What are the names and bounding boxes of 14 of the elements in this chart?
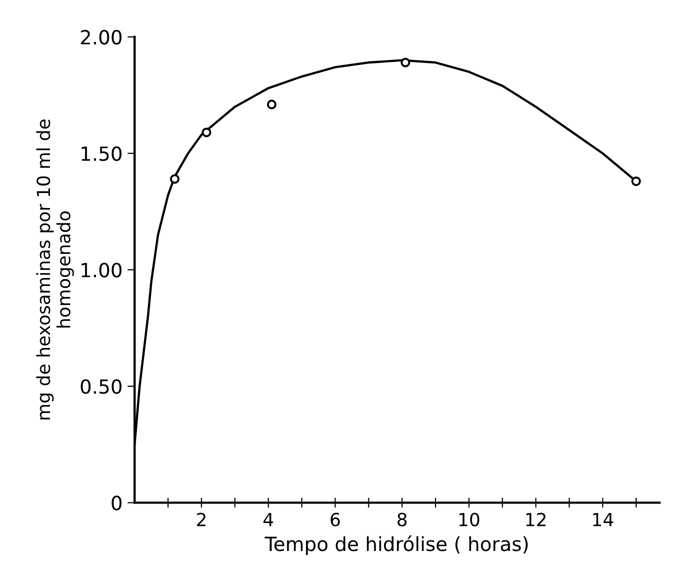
x-tick-label: 6 <box>330 512 340 526</box>
y-tick-label: 2.00 <box>80 30 122 45</box>
y-tick-label: 0 <box>112 496 122 510</box>
x-tick-label: 2 <box>197 512 206 526</box>
x-tick-label: 12 <box>526 512 546 526</box>
x-tick-label: 10 <box>459 512 480 526</box>
x-tick-label: 8 <box>398 512 407 526</box>
y-axis-title: mg de hexosaminas por 10 ml de homogenado <box>36 119 74 420</box>
x-axis-title: Tempo de hidrólise ( horas) <box>264 535 528 556</box>
x-tick-label: 4 <box>263 512 274 526</box>
y-tick-label: 1.00 <box>82 262 122 278</box>
y-tick-label: 0.50 <box>80 379 122 394</box>
x-tick-label: 14 <box>593 512 614 526</box>
y-tick-label: 1.50 <box>82 146 122 162</box>
